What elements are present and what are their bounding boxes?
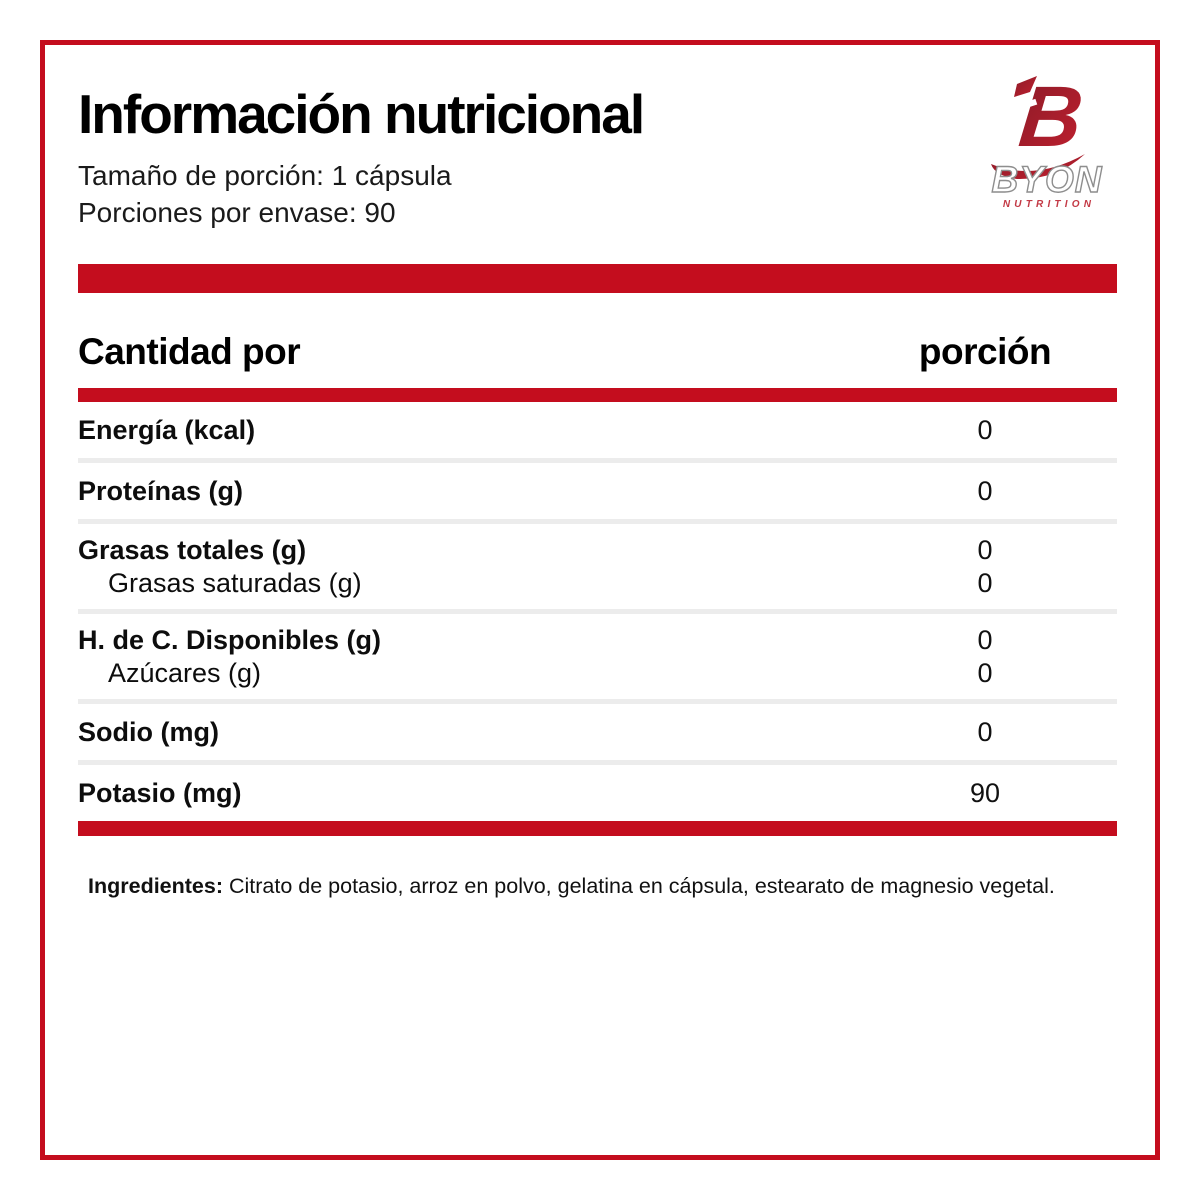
row-separator <box>78 458 1117 463</box>
table-header-row: Cantidad por porción <box>78 331 1117 373</box>
nutrient-label: Grasas saturadas (g) <box>108 568 362 598</box>
divider-bar-header <box>78 388 1117 402</box>
nutrient-group: Energía (kcal) 0 <box>78 402 1117 458</box>
nutrient-label: Potasio (mg) <box>78 778 242 808</box>
nutrient-value: 0 <box>977 658 993 688</box>
nutrient-value: 90 <box>969 778 1001 808</box>
nutrient-value: 0 <box>977 415 993 445</box>
ingredients-text: Citrato de potasio, arroz en polvo, gela… <box>223 874 1055 898</box>
nutrient-value: 0 <box>977 625 993 655</box>
nutrition-table: Energía (kcal) 0 Proteínas (g) 0 Grasas … <box>78 402 1117 836</box>
byon-wordmark: BYON <box>992 159 1103 200</box>
nutrient-label: Proteínas (g) <box>78 476 244 506</box>
page-title: Información nutricional <box>78 83 645 145</box>
table-row: H. de C. Disponibles (g) 0 <box>78 626 1117 654</box>
table-row-sub: Grasas saturadas (g) 0 <box>78 569 1117 597</box>
table-header-portion: porción <box>918 331 1052 372</box>
table-row: Potasio (mg) 90 <box>78 779 1117 807</box>
nutrient-group: Potasio (mg) 90 <box>78 765 1117 821</box>
table-row: Proteínas (g) 0 <box>78 477 1117 505</box>
table-row-sub: Azúcares (g) 0 <box>78 659 1117 687</box>
label-border-frame <box>40 40 1160 1160</box>
row-separator <box>78 699 1117 704</box>
nutrient-value: 0 <box>977 568 993 598</box>
nutrient-label: Grasas totales (g) <box>78 535 307 565</box>
table-row: Sodio (mg) 0 <box>78 718 1117 746</box>
nutrient-group: Sodio (mg) 0 <box>78 704 1117 760</box>
nutrient-value: 0 <box>977 717 993 747</box>
b-lightning-icon: B <box>991 70 1087 180</box>
row-separator <box>78 519 1117 524</box>
table-header-amount-per: Cantidad por <box>78 331 301 372</box>
nutrient-value: 0 <box>977 476 993 506</box>
serving-info: Tamaño de porción: 1 cápsula Porciones p… <box>78 157 1117 231</box>
nutrient-group: Proteínas (g) 0 <box>78 463 1117 519</box>
serving-size-text: Tamaño de porción: 1 cápsula <box>78 160 452 191</box>
ingredients-label: Ingredientes: <box>88 874 223 898</box>
nutrient-label: Sodio (mg) <box>78 717 219 747</box>
byon-logo: B BYON NUTRITION <box>991 70 1103 210</box>
divider-bar-bottom <box>78 821 1117 836</box>
servings-per-container-text: Porciones por envase: 90 <box>78 197 396 228</box>
row-separator <box>78 760 1117 765</box>
table-row: Grasas totales (g) 0 <box>78 536 1117 564</box>
nutrient-group: H. de C. Disponibles (g) 0 Azúcares (g) … <box>78 614 1117 699</box>
table-row: Energía (kcal) 0 <box>78 416 1117 444</box>
byon-tagline: NUTRITION <box>1003 199 1095 210</box>
nutrient-label: H. de C. Disponibles (g) <box>78 625 382 655</box>
divider-bar-top <box>78 264 1117 293</box>
nutrient-value: 0 <box>977 535 993 565</box>
nutrient-label: Azúcares (g) <box>108 658 262 688</box>
row-separator <box>78 609 1117 614</box>
label-content: B BYON NUTRITION Información nutricional… <box>78 70 1117 900</box>
nutrient-label: Energía (kcal) <box>78 415 256 445</box>
nutrient-group: Grasas totales (g) 0 Grasas saturadas (g… <box>78 524 1117 609</box>
ingredients-line: Ingredientes: Citrato de potasio, arroz … <box>78 872 1117 900</box>
